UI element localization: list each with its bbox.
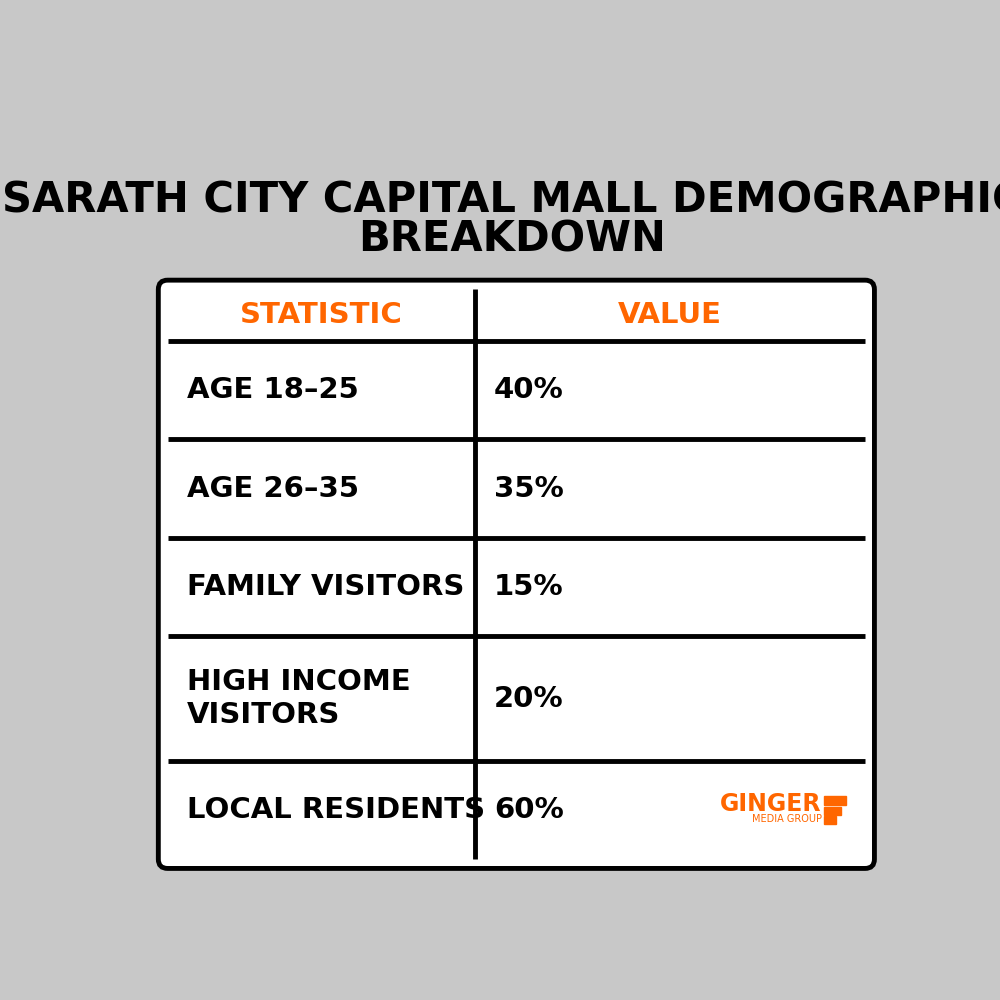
FancyBboxPatch shape: [158, 280, 874, 868]
Text: GINGER: GINGER: [720, 792, 822, 816]
Text: LOCAL RESIDENTS: LOCAL RESIDENTS: [187, 796, 485, 824]
Text: FAMILY VISITORS: FAMILY VISITORS: [187, 573, 464, 601]
Bar: [824, 807, 841, 815]
Bar: [824, 796, 846, 805]
Text: 40%: 40%: [494, 376, 564, 404]
Text: VALUE: VALUE: [618, 301, 722, 329]
Text: SARATH CITY CAPITAL MALL DEMOGRAPHIC: SARATH CITY CAPITAL MALL DEMOGRAPHIC: [2, 180, 1000, 222]
Bar: [824, 816, 836, 824]
Text: 15%: 15%: [494, 573, 564, 601]
Text: BREAKDOWN: BREAKDOWN: [359, 218, 666, 260]
Text: AGE 18–25: AGE 18–25: [187, 376, 359, 404]
Text: 35%: 35%: [494, 475, 564, 503]
Text: AGE 26–35: AGE 26–35: [187, 475, 359, 503]
Text: HIGH INCOME
VISITORS: HIGH INCOME VISITORS: [187, 668, 411, 729]
Text: 20%: 20%: [494, 685, 564, 713]
Text: 60%: 60%: [494, 796, 564, 824]
Text: STATISTIC: STATISTIC: [240, 301, 402, 329]
Text: MEDIA GROUP: MEDIA GROUP: [752, 814, 822, 824]
